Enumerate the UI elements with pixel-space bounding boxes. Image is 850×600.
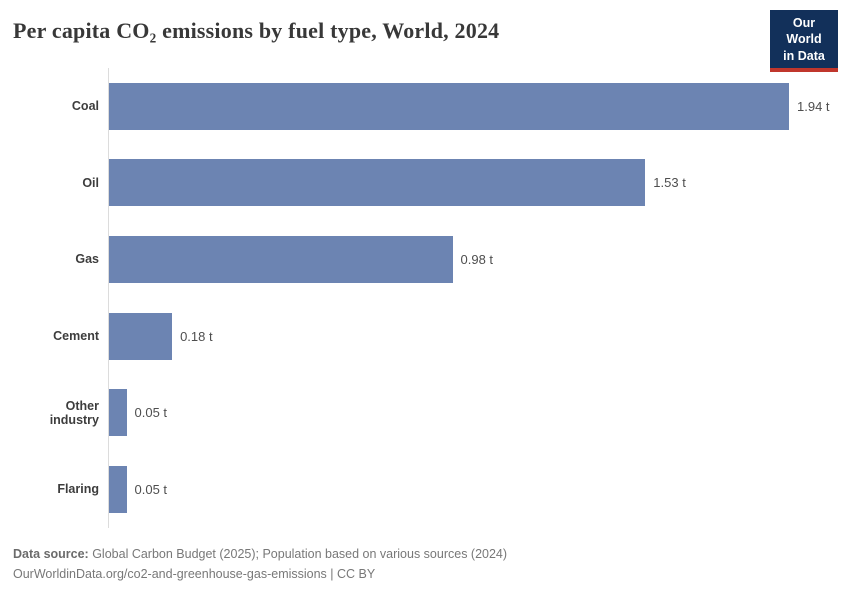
- bar[interactable]: [109, 235, 453, 283]
- bar-value-label: 1.53 t: [653, 175, 686, 191]
- bar-category-label: Oil: [82, 175, 99, 190]
- y-axis-line: [108, 68, 109, 528]
- chart-title: Per capita CO₂ emissions by fuel type, W…: [13, 18, 500, 43]
- bar[interactable]: [109, 82, 789, 130]
- bar-value-label: 0.98 t: [460, 251, 494, 267]
- owid-url-link[interactable]: OurWorldinData.org/co2-and-greenhouse-ga…: [13, 567, 327, 582]
- bar-row: Oil 1.53 t: [13, 145, 837, 222]
- bar-row: Flaring 0.05 t: [13, 451, 837, 528]
- bar-chart: Coal 1.94 t Oil 1.53 t Gas 0.98 t Cement…: [13, 68, 837, 528]
- owid-logo[interactable]: Our World in Data: [770, 10, 838, 72]
- license-text: | CC BY: [326, 567, 376, 582]
- bar[interactable]: [109, 159, 646, 207]
- bar-row: Other industry 0.05 t: [13, 374, 837, 451]
- bar-value-label: 0.18 t: [180, 328, 213, 344]
- owid-logo-line2: in Data: [783, 48, 825, 63]
- bar-category-label: Flaring: [57, 482, 99, 497]
- bar[interactable]: [109, 389, 127, 437]
- bar[interactable]: [109, 465, 127, 513]
- bar-row: Cement 0.18 t: [13, 298, 837, 375]
- data-source-text: Global Carbon Budget (2025); Population …: [88, 546, 508, 561]
- chart-footer: Data source: Global Carbon Budget (2025)…: [13, 544, 507, 585]
- bar-row: Coal 1.94 t: [13, 68, 837, 145]
- bar-value-label: 0.05 t: [134, 481, 168, 497]
- bar-rows: Coal 1.94 t Oil 1.53 t Gas 0.98 t Cement…: [13, 68, 837, 528]
- data-source-line: Data source: Global Carbon Budget (2025)…: [13, 544, 507, 565]
- bar[interactable]: [109, 312, 173, 360]
- bar-row: Gas 0.98 t: [13, 221, 837, 298]
- bar-category-label: Gas: [75, 252, 99, 267]
- bar-value-label: 1.94 t: [797, 98, 830, 114]
- data-source-label: Data source:: [13, 546, 89, 561]
- bar-category-label: Other industry: [49, 398, 99, 427]
- bar-value-label: 0.05 t: [134, 405, 168, 421]
- owid-logo-line1: Our World: [786, 16, 822, 47]
- bar-category-label: Coal: [71, 99, 99, 114]
- chart-header: Per capita CO₂ emissions by fuel type, W…: [13, 10, 838, 72]
- attribution-line: OurWorldinData.org/co2-and-greenhouse-ga…: [13, 564, 507, 585]
- bar-category-label: Cement: [53, 329, 99, 344]
